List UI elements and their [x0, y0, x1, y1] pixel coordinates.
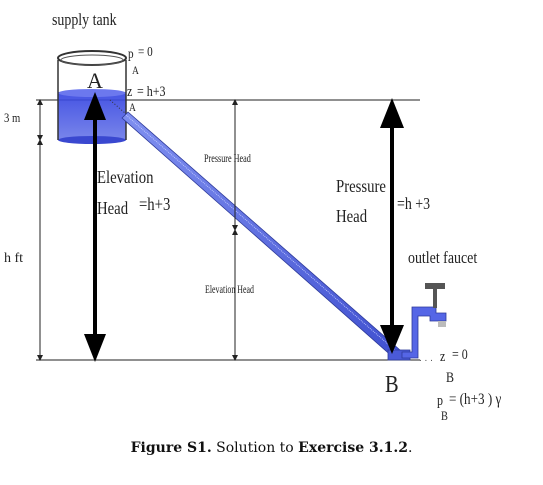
zB-equals: = 0: [452, 346, 468, 363]
tank-rim-inner: [60, 54, 124, 66]
zB-subscript: B: [446, 369, 454, 386]
pipe: [109, 99, 401, 359]
elevation-head-small-label: Elevation Head: [205, 284, 254, 297]
caption-text-before: Solution to: [211, 440, 299, 456]
zA-symbol: z: [127, 83, 132, 100]
supply-tank-label: supply tank: [52, 11, 117, 30]
zB-leader-dots: . . .: [419, 353, 433, 364]
figure-label: Figure S1.: [130, 440, 212, 456]
zB-symbol: z: [440, 348, 445, 365]
pB-equals: = (h+3 ) γ: [449, 391, 502, 408]
zA-equals: = h+3: [137, 83, 166, 100]
outlet-faucet: [387, 283, 447, 361]
faucet-nozzle-end: [438, 321, 446, 327]
exercise-ref: Exercise 3.1.2: [298, 440, 408, 456]
energy-line-dots: [109, 99, 126, 114]
h-ft-label: h ft: [4, 251, 23, 266]
pB-symbol: p: [437, 392, 443, 409]
supply-tank: [57, 50, 127, 144]
pressure-head-small-label: Pressure Head: [204, 153, 251, 166]
tank-water-bottom: [58, 136, 126, 144]
pA-symbol: p: [128, 46, 134, 61]
pB-subscript: B: [441, 409, 448, 423]
faucet-handle-top: [425, 283, 445, 289]
elevation-head-arrow: [84, 92, 106, 362]
diagram-canvas: . . . supply tank p A = 0 A z = h+3 A 3 …: [4, 11, 502, 424]
pressure-head-arrow: [380, 98, 404, 354]
figure-caption: Figure S1. Solution to Exercise 3.1.2.: [0, 440, 543, 456]
elevation-head-value: =h+3: [139, 194, 170, 215]
pA-equals: = 0: [138, 44, 153, 59]
zA-subscript: A: [129, 101, 136, 114]
pA-subscript: A: [132, 64, 139, 77]
elevation-head-label-line2: Head: [97, 198, 129, 219]
pressure-head-value: =h +3: [397, 195, 430, 214]
point-A-label: A: [87, 68, 103, 93]
three-m-label: 3 m: [4, 110, 21, 125]
elevation-head-label-line1: Elevation: [97, 167, 153, 188]
outlet-faucet-label: outlet faucet: [408, 249, 478, 268]
pressure-head-label-line1: Pressure: [336, 176, 386, 197]
point-B-label: B: [385, 370, 399, 397]
caption-text-after: .: [407, 440, 413, 456]
pipe-body: [121, 111, 401, 359]
pressure-head-label-line2: Head: [336, 206, 368, 227]
tank-water-surface: [58, 89, 126, 97]
pipe-highlight: [125, 114, 398, 353]
faucet-handle-stem: [433, 288, 437, 308]
